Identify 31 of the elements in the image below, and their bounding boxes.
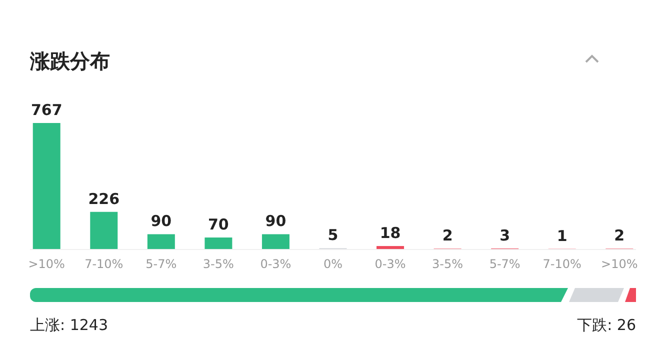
bar — [32, 123, 60, 249]
bar — [204, 238, 232, 249]
bar — [262, 234, 290, 249]
data-label: 226 — [88, 190, 120, 208]
x-tick-label: 3-5% — [432, 257, 464, 271]
x-tick-label: >10% — [28, 257, 65, 271]
bar — [147, 234, 175, 249]
chart-title: 涨跌分布 — [29, 49, 110, 73]
x-tick-label: >10% — [601, 257, 638, 271]
data-label: 1 — [556, 226, 568, 245]
x-tick-label: 5-7% — [489, 257, 520, 271]
x-tick-label: 0-3% — [260, 257, 292, 271]
x-tick-label: 5-7% — [146, 257, 177, 271]
data-label: 70 — [208, 216, 229, 234]
data-label: 90 — [150, 212, 172, 230]
data-label: 90 — [265, 212, 286, 230]
x-tick-label: 7-10% — [542, 257, 582, 271]
text: 下跌: 26 — [577, 316, 636, 334]
bar — [376, 246, 404, 249]
data-label: 5 — [328, 226, 338, 244]
text: 上涨: 1243 — [30, 316, 108, 334]
x-tick-label: 3-5% — [202, 257, 234, 271]
x-tick-label: 0-3% — [374, 257, 406, 271]
data-label: 2 — [442, 226, 453, 245]
data-label: 767 — [30, 101, 62, 119]
data-label: 3 — [500, 226, 510, 245]
bar — [90, 212, 118, 249]
x-tick-label: 7-10% — [84, 257, 124, 271]
x-tick-label: 0% — [323, 257, 343, 271]
data-label: 2 — [614, 226, 625, 245]
data-label: 18 — [380, 224, 401, 242]
